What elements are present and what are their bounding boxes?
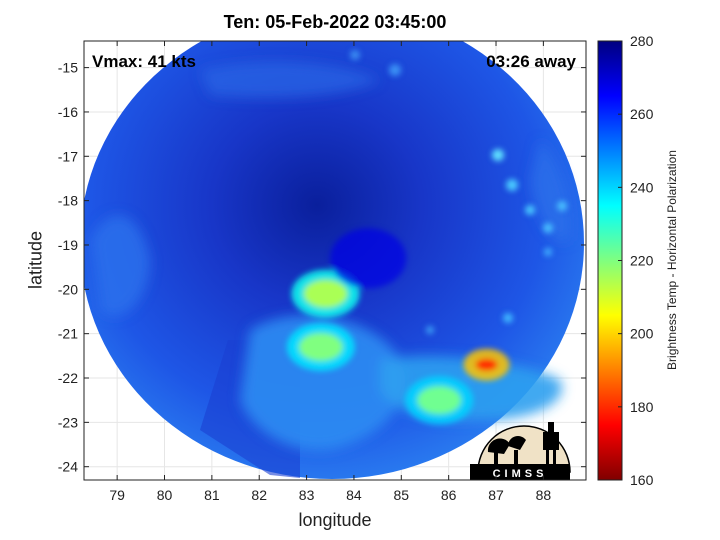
cimss-logo-text: CIMSS bbox=[493, 468, 548, 480]
y-tick-label: -17 bbox=[58, 148, 78, 164]
axes-box bbox=[83, 40, 587, 481]
x-tick-label: 87 bbox=[488, 487, 504, 503]
cloud-bands bbox=[90, 61, 571, 451]
x-tick-label: 88 bbox=[536, 487, 552, 503]
feature-core bbox=[475, 358, 498, 371]
x-axis-ticks: 79 80 81 82 83 84 85 86 87 88 bbox=[109, 41, 551, 503]
time-away-annotation: 03:26 away bbox=[486, 52, 576, 71]
y-tick-label: -15 bbox=[58, 60, 78, 76]
x-tick-label: 84 bbox=[346, 487, 362, 503]
feature-core bbox=[417, 386, 462, 415]
y-tick-label: -24 bbox=[58, 459, 78, 475]
x-tick-label: 81 bbox=[204, 487, 220, 503]
feature-core bbox=[303, 279, 348, 308]
feature-core bbox=[298, 332, 343, 361]
x-axis-label: longitude bbox=[298, 510, 372, 530]
colorbar-tick-label: 240 bbox=[630, 179, 654, 195]
x-tick-label: 80 bbox=[157, 487, 173, 503]
swath bbox=[84, 41, 584, 479]
y-tick-label: -19 bbox=[58, 237, 78, 253]
y-tick-label: -16 bbox=[58, 104, 78, 120]
x-tick-label: 86 bbox=[441, 487, 457, 503]
x-tick-label: 83 bbox=[299, 487, 315, 503]
vmax-annotation: Vmax: 41 kts bbox=[92, 52, 196, 71]
colorbar-tick-label: 260 bbox=[630, 106, 654, 122]
colorbar-tick-label: 180 bbox=[630, 399, 654, 415]
y-tick-label: -22 bbox=[58, 370, 78, 386]
y-axis-label: latitude bbox=[25, 230, 46, 290]
colorbar-tick-label: 200 bbox=[630, 326, 654, 342]
colorbar-tick-label: 280 bbox=[630, 33, 654, 49]
colorbar-ticks: 160 180 200 220 240 260 280 bbox=[618, 33, 654, 488]
colorbar-label: Brightness Temp - Horizontal Polarizatio… bbox=[665, 150, 679, 370]
x-tick-label: 85 bbox=[394, 487, 410, 503]
x-tick-label: 79 bbox=[109, 487, 125, 503]
y-tick-label: -20 bbox=[58, 281, 78, 297]
east-cells bbox=[350, 50, 567, 334]
y-tick-label: -23 bbox=[58, 414, 78, 430]
cimss-logo: CIMSS bbox=[470, 422, 571, 480]
colorbar-tick-label: 220 bbox=[630, 253, 654, 269]
feature-core bbox=[330, 228, 407, 289]
colorbar-tick-label: 160 bbox=[630, 472, 654, 488]
chart-title: Ten: 05-Feb-2022 03:45:00 bbox=[223, 12, 447, 32]
x-tick-label: 82 bbox=[251, 487, 267, 503]
y-axis-ticks: -15 -16 -17 -18 -19 -20 -21 -22 -23 -24 bbox=[58, 60, 586, 475]
y-tick-label: -21 bbox=[58, 326, 78, 342]
convective-features bbox=[286, 228, 510, 425]
y-tick-label: -18 bbox=[58, 193, 78, 209]
